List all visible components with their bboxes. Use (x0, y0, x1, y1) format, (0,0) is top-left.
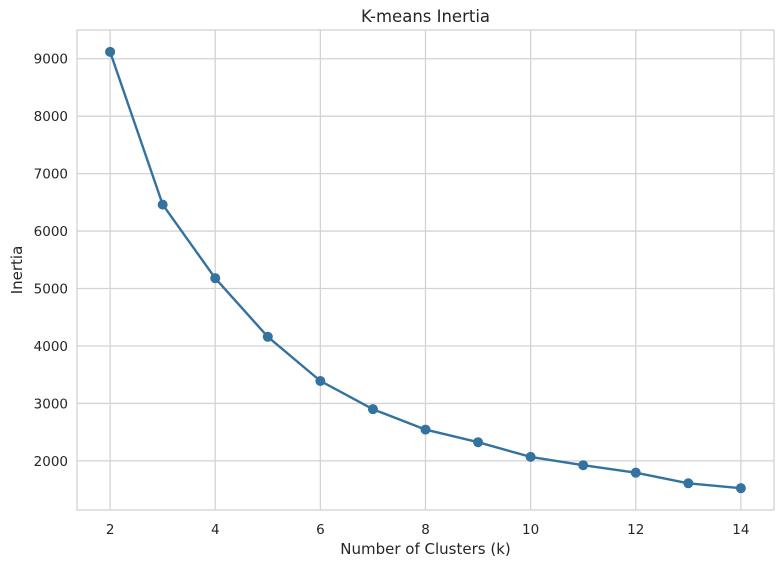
x-axis-label: Number of Clusters (k) (340, 540, 510, 558)
data-point (105, 46, 116, 57)
grid (77, 30, 774, 510)
x-axis-ticks: 2 4 6 8 10 12 14 (106, 522, 750, 538)
data-point (210, 273, 221, 284)
series-layer (105, 46, 746, 494)
data-point (683, 478, 694, 489)
y-tick-label: 8000 (34, 109, 68, 125)
plot-border (76, 29, 775, 511)
data-point (473, 437, 484, 448)
x-tick-label: 12 (627, 522, 644, 538)
data-point (578, 460, 589, 471)
data-point (157, 199, 168, 210)
x-tick-label: 2 (106, 522, 115, 538)
data-point (420, 424, 431, 435)
y-tick-label: 5000 (34, 282, 68, 298)
y-tick-label: 7000 (34, 167, 68, 183)
data-point (630, 467, 641, 478)
y-tick-label: 9000 (34, 52, 68, 68)
y-tick-label: 4000 (34, 339, 68, 355)
x-tick-label: 4 (211, 522, 220, 538)
x-tick-label: 8 (421, 522, 430, 538)
y-tick-label: 2000 (34, 454, 68, 470)
plot-frame (76, 29, 775, 511)
data-point (367, 404, 378, 415)
x-tick-label: 14 (732, 522, 749, 538)
x-tick-label: 6 (316, 522, 325, 538)
y-axis-ticks: 2000 3000 4000 5000 6000 7000 8000 9000 (34, 52, 68, 470)
data-point (262, 331, 273, 342)
y-axis-label: Inertia (8, 246, 26, 295)
data-point (735, 483, 746, 494)
chart-title: K-means Inertia (361, 7, 490, 26)
y-tick-label: 3000 (34, 396, 68, 412)
data-point (525, 451, 536, 462)
y-tick-label: 6000 (34, 224, 68, 240)
x-tick-label: 10 (522, 522, 539, 538)
data-point (315, 376, 326, 387)
